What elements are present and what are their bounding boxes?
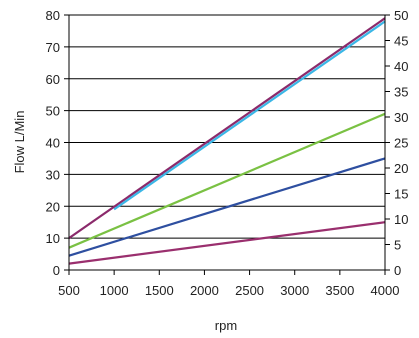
y2-tick-label: 15 (394, 187, 408, 202)
series-lines (68, 17, 386, 265)
y2-tick-label: 40 (394, 59, 408, 74)
y-tick-label: 70 (46, 40, 60, 55)
series-line-3 (68, 112, 386, 249)
y-tick-label: 30 (46, 167, 60, 182)
y2-tick-label: 10 (394, 212, 408, 227)
y2-tick-label: 0 (394, 263, 401, 278)
y-tick-label: 10 (46, 231, 60, 246)
series-line-4 (68, 157, 386, 257)
y2-tick-label: 30 (394, 110, 408, 125)
y-axis-label: Flow L/Min (12, 111, 27, 174)
x-tick-label: 2500 (235, 283, 264, 298)
x-tick-label: 500 (58, 283, 80, 298)
y-tick-label: 60 (46, 72, 60, 87)
y-tick-label: 20 (46, 199, 60, 214)
y2-tick-label: 5 (394, 238, 401, 253)
y-tick-label: 80 (46, 8, 60, 23)
series-line-5 (68, 221, 386, 265)
series-line-1 (68, 17, 386, 240)
y-tick-label: 50 (46, 104, 60, 119)
y-tick-label: 0 (53, 263, 60, 278)
y2-tick-label: 45 (394, 34, 408, 49)
x-tick-label: 1500 (145, 283, 174, 298)
x-tick-label: 2000 (190, 283, 219, 298)
grid-lines (69, 14, 385, 239)
y2-tick-label: 25 (394, 136, 408, 151)
x-tick-label: 4000 (371, 283, 400, 298)
y2-tick-label: 50 (394, 8, 408, 23)
x-tick-label: 3000 (280, 283, 309, 298)
y-tick-label: 40 (46, 136, 60, 151)
x-tick-label: 3500 (325, 283, 354, 298)
series-line-2 (113, 20, 386, 211)
x-tick-label: 1000 (100, 283, 129, 298)
y2-tick-label: 35 (394, 85, 408, 100)
y2-tick-label: 20 (394, 161, 408, 176)
tick-labels: 0 10 20 30 40 50 60 70 80 0 5 10 15 20 25 30 35 40 45 50 500… (46, 8, 409, 298)
x-axis-label: rpm (215, 318, 237, 333)
